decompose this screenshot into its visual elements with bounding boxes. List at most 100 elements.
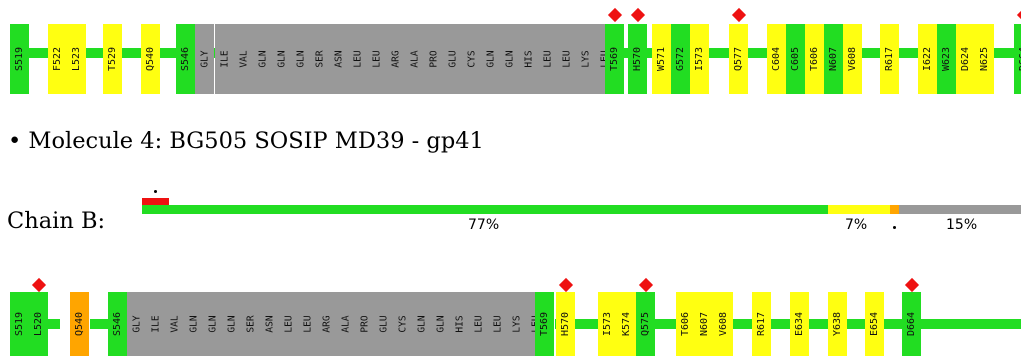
diamond-marker-icon xyxy=(731,7,746,23)
residue-c604: C604 xyxy=(767,24,786,94)
residue-label: GLN xyxy=(275,50,287,68)
residue-q575: Q575 xyxy=(636,292,655,356)
residue-t606: T606 xyxy=(805,24,824,94)
residue-t569: T569 xyxy=(535,292,554,356)
residue-label: CYS xyxy=(396,315,408,333)
residue-gly: GLY xyxy=(127,292,146,356)
residue-q540: Q540 xyxy=(141,24,160,94)
residue-label: HIS xyxy=(522,50,534,68)
residue-label: T529 xyxy=(106,46,118,72)
chain-seg-yellow xyxy=(828,205,890,214)
residue-ser: SER xyxy=(241,292,260,356)
residue-label: ILE xyxy=(218,50,230,68)
residue-leu: LEU xyxy=(488,292,507,356)
residue-label: SER xyxy=(244,315,256,333)
residue-label: D664 xyxy=(905,311,917,337)
residue-label: V608 xyxy=(846,46,858,72)
residue-his: HIS xyxy=(450,292,469,356)
diamond-marker-icon xyxy=(638,277,653,293)
chain-seg-gray xyxy=(899,205,1021,214)
diamond-marker-icon xyxy=(31,277,46,293)
residue-h570: H570 xyxy=(628,24,647,94)
diamond-marker-icon xyxy=(607,7,622,23)
residue-label: C604 xyxy=(770,46,782,72)
residue-label: Q575 xyxy=(639,311,651,337)
residue-gln: GLN xyxy=(222,292,241,356)
residue-label: ALA xyxy=(339,315,351,333)
residue-label: T569 xyxy=(538,311,550,337)
residue-s519: S519 xyxy=(10,24,29,94)
residue-v608: V608 xyxy=(843,24,862,94)
residue-q540: Q540 xyxy=(70,292,89,356)
residue-label: K574 xyxy=(620,311,632,337)
connector-bar xyxy=(555,319,1021,329)
residue-label: N625 xyxy=(978,46,990,72)
residue-his: HIS xyxy=(519,24,538,94)
residue-l523: L523 xyxy=(67,24,86,94)
chain-pct-yellow: 7% xyxy=(845,217,868,233)
residue-q577: Q577 xyxy=(729,24,748,94)
residue-leu: LEU xyxy=(557,24,576,94)
residue-track-top: S519 F522 L523 T529 Q540 S546 GLY ILE VAL GLN GLN G… xyxy=(0,0,1021,100)
residue-label: GLN xyxy=(415,315,427,333)
residue-ile: ILE xyxy=(215,24,234,94)
residue-label: GLU xyxy=(377,315,389,333)
chain-label: Chain B: xyxy=(7,208,106,234)
residue-ser: SER xyxy=(310,24,329,94)
residue-label: LEU xyxy=(301,315,313,333)
residue-gln: GLN xyxy=(184,292,203,356)
residue-gln: GLN xyxy=(203,292,222,356)
residue-ala: ALA xyxy=(336,292,355,356)
residue-d664: D664 xyxy=(902,292,921,356)
molecule-title: • Molecule 4: BG505 SOSIP MD39 - gp41 xyxy=(8,128,484,154)
residue-e654: E654 xyxy=(865,292,884,356)
residue-d664: D664 xyxy=(1014,24,1021,94)
residue-n607: N607 xyxy=(695,292,714,356)
residue-leu: LEU xyxy=(538,24,557,94)
residue-label: GLY xyxy=(198,50,210,68)
residue-label: LYS xyxy=(579,50,591,68)
residue-label: Q540 xyxy=(73,311,85,337)
residue-label: LYS xyxy=(510,315,522,333)
residue-track-bottom: S519 L520 Q540 S546 GLY ILE VAL GLN GLN GLN SER ASN… xyxy=(0,270,1021,356)
residue-label: LEU xyxy=(472,315,484,333)
residue-lys: LYS xyxy=(576,24,595,94)
residue-label: W571 xyxy=(655,46,667,72)
residue-t606: T606 xyxy=(676,292,695,356)
residue-i573: I573 xyxy=(690,24,709,94)
residue-label: T569 xyxy=(608,46,620,72)
residue-label: S519 xyxy=(13,311,25,337)
residue-t569: T569 xyxy=(605,24,624,94)
residue-label: ARG xyxy=(389,50,401,68)
residue-label: H570 xyxy=(631,46,643,72)
chain-start-marker xyxy=(142,198,169,205)
residue-label: SER xyxy=(313,50,325,68)
residue-y638: Y638 xyxy=(828,292,847,356)
residue-pro: PRO xyxy=(355,292,374,356)
residue-label: R617 xyxy=(883,46,895,72)
residue-v608: V608 xyxy=(714,292,733,356)
chain-orange-dot xyxy=(893,226,896,229)
residue-label: Q577 xyxy=(732,46,744,72)
residue-label: ASN xyxy=(263,315,275,333)
residue-label: S546 xyxy=(111,311,123,337)
residue-i622: I622 xyxy=(918,24,937,94)
residue-label: R617 xyxy=(755,311,767,337)
connector-bar xyxy=(90,319,108,329)
residue-r617: R617 xyxy=(880,24,899,94)
residue-label: VAL xyxy=(237,50,249,68)
residue-ala: ALA xyxy=(405,24,424,94)
residue-label: GLN xyxy=(434,315,446,333)
residue-label: L520 xyxy=(32,311,44,337)
residue-label: ILE xyxy=(149,315,161,333)
residue-arg: ARG xyxy=(317,292,336,356)
residue-label: F522 xyxy=(51,46,63,72)
residue-label: GLN xyxy=(187,315,199,333)
residue-label: LEU xyxy=(282,315,294,333)
residue-label: VAL xyxy=(168,315,180,333)
residue-label: LEU xyxy=(491,315,503,333)
residue-label: GLN xyxy=(225,315,237,333)
residue-gln: GLN xyxy=(500,24,519,94)
residue-gln: GLN xyxy=(272,24,291,94)
residue-n607: N607 xyxy=(824,24,843,94)
